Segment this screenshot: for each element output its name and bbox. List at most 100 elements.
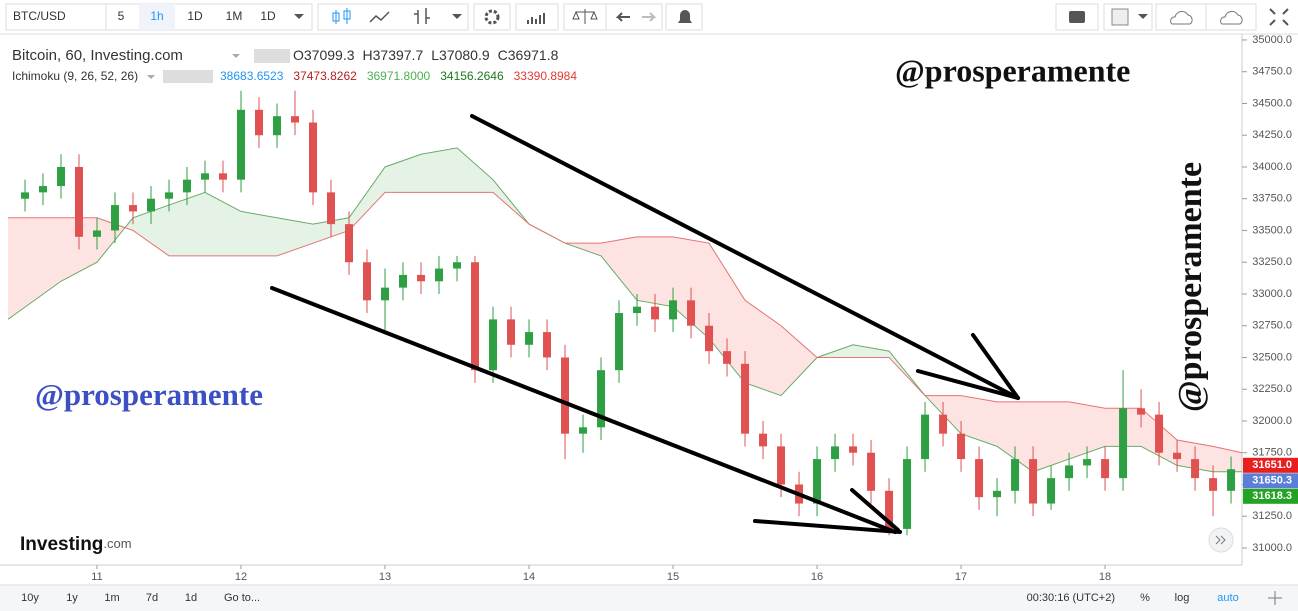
price-badge-label: 31618.3 — [1252, 490, 1292, 502]
arrow-line[interactable] — [850, 488, 900, 532]
cloud-fill — [241, 211, 278, 256]
fullscreen-icon[interactable] — [1269, 8, 1289, 26]
arrow-line[interactable] — [971, 333, 1020, 400]
candle-body — [597, 370, 606, 428]
candle-body — [633, 306, 642, 314]
candle-body — [1209, 478, 1218, 491]
candle-body — [1065, 465, 1074, 479]
cloud-fill — [457, 147, 494, 193]
chart-title: Bitcoin, 60, Investing.com — [12, 47, 183, 64]
percent-toggle[interactable]: % — [1140, 592, 1150, 604]
watermark: @prosperamente — [35, 377, 263, 412]
arrow-line[interactable] — [753, 519, 902, 534]
range-button[interactable]: 1m — [104, 592, 119, 604]
candle-body — [417, 274, 426, 282]
settings-btn[interactable] — [473, 3, 511, 31]
clock: 00:30:16 (UTC+2) — [1027, 592, 1115, 604]
scale-icon — [572, 9, 598, 24]
dropdown-icon[interactable] — [147, 75, 155, 79]
cloud-fill — [1033, 401, 1070, 472]
undo-icon[interactable] — [615, 12, 630, 22]
candle-body — [453, 262, 462, 269]
load-btn[interactable] — [1155, 3, 1207, 31]
dropdown-icon[interactable] — [232, 54, 240, 58]
dropdown-icon[interactable] — [294, 14, 304, 19]
indicator-value: 33390.8984 — [514, 69, 578, 83]
y-tick-label: 31000.0 — [1252, 542, 1292, 554]
legend-buttons[interactable] — [254, 49, 290, 63]
candle-body — [273, 116, 282, 136]
interval[interactable]: 1h — [150, 9, 163, 23]
x-tick-label: 16 — [811, 571, 823, 583]
price-badge-label: 31650.3 — [1252, 475, 1292, 487]
ohlc: O37099.3 H37397.7 L37080.9 C36971.8 — [293, 47, 559, 63]
y-tick-label: 32000.0 — [1252, 415, 1292, 427]
cloud-fill — [8, 217, 61, 320]
cloud-fill — [277, 217, 314, 256]
watermark: @prosperamente — [895, 52, 1130, 88]
symbol-box[interactable] — [5, 3, 107, 31]
cloud-fill — [1213, 446, 1242, 472]
candle-body — [885, 490, 894, 529]
x-tick-label: 15 — [667, 571, 679, 583]
dropdown-icon[interactable] — [452, 14, 462, 19]
candle-body — [20, 192, 29, 199]
candles-icon[interactable] — [332, 8, 351, 24]
arrow-line[interactable] — [916, 369, 1020, 400]
bell-icon — [678, 10, 692, 23]
candle-body — [741, 363, 750, 434]
y-tick-label: 32500.0 — [1252, 351, 1292, 363]
interval[interactable]: 1D — [260, 9, 276, 23]
candle-body — [128, 205, 137, 212]
candle-body — [1101, 459, 1110, 479]
y-tick-label: 33750.0 — [1252, 193, 1292, 205]
candle-body — [1227, 469, 1236, 491]
candle-body — [489, 319, 498, 371]
indicator-values: 38683.6523 37473.8262 36971.8000 34156.2646… — [220, 69, 577, 83]
candle-body — [507, 319, 516, 345]
candle-body — [615, 313, 624, 371]
candle-body — [201, 173, 210, 180]
indicator-buttons[interactable] — [163, 70, 213, 83]
candle-body — [777, 446, 786, 485]
range-button[interactable]: 1y — [66, 592, 78, 604]
color-swatch — [1111, 8, 1129, 26]
redo-icon[interactable] — [642, 12, 657, 22]
candle-body — [705, 325, 714, 352]
candle-body — [327, 192, 336, 225]
range-button[interactable]: 7d — [146, 592, 158, 604]
ohlc-value: 37099.3 — [304, 47, 355, 63]
save-btn[interactable] — [1205, 3, 1257, 31]
cloud-fill — [1069, 401, 1106, 460]
symbol[interactable]: BTC/USD — [13, 9, 66, 23]
indicators-btn[interactable] — [515, 3, 559, 31]
interval[interactable]: 1D — [187, 9, 203, 23]
trend-line[interactable] — [470, 114, 1020, 400]
goto-button[interactable]: Go to... — [224, 592, 260, 604]
auto-toggle[interactable]: auto — [1217, 592, 1238, 604]
interval[interactable]: 1M — [226, 9, 243, 23]
y-tick-label: 33500.0 — [1252, 224, 1292, 236]
cloud-line — [8, 191, 1242, 454]
line-icon[interactable] — [369, 11, 390, 23]
trend-line[interactable] — [270, 286, 897, 534]
y-tick-label: 34500.0 — [1252, 97, 1292, 109]
chart-type-group — [317, 3, 469, 31]
bars-icon[interactable] — [414, 8, 430, 24]
toolbar: BTC/USD 5 1h 1D 1M 1D — [0, 0, 1298, 35]
range-button[interactable]: 10y — [21, 592, 39, 604]
cloud-fill — [745, 300, 782, 396]
y-tick-label: 34000.0 — [1252, 161, 1292, 173]
scroll-right-btn[interactable] — [1208, 527, 1234, 553]
dropdown-icon — [1138, 14, 1148, 19]
candle-body — [543, 332, 552, 358]
log-toggle[interactable]: log — [1175, 592, 1190, 604]
candle-body — [975, 459, 984, 498]
settings-icon[interactable] — [1268, 591, 1282, 605]
x-tick-label: 18 — [1099, 571, 1111, 583]
candle-body — [1029, 459, 1038, 504]
range-button[interactable]: 1d — [185, 592, 197, 604]
ohlc-letter: C — [498, 47, 508, 63]
interval[interactable]: 5 — [118, 9, 125, 23]
